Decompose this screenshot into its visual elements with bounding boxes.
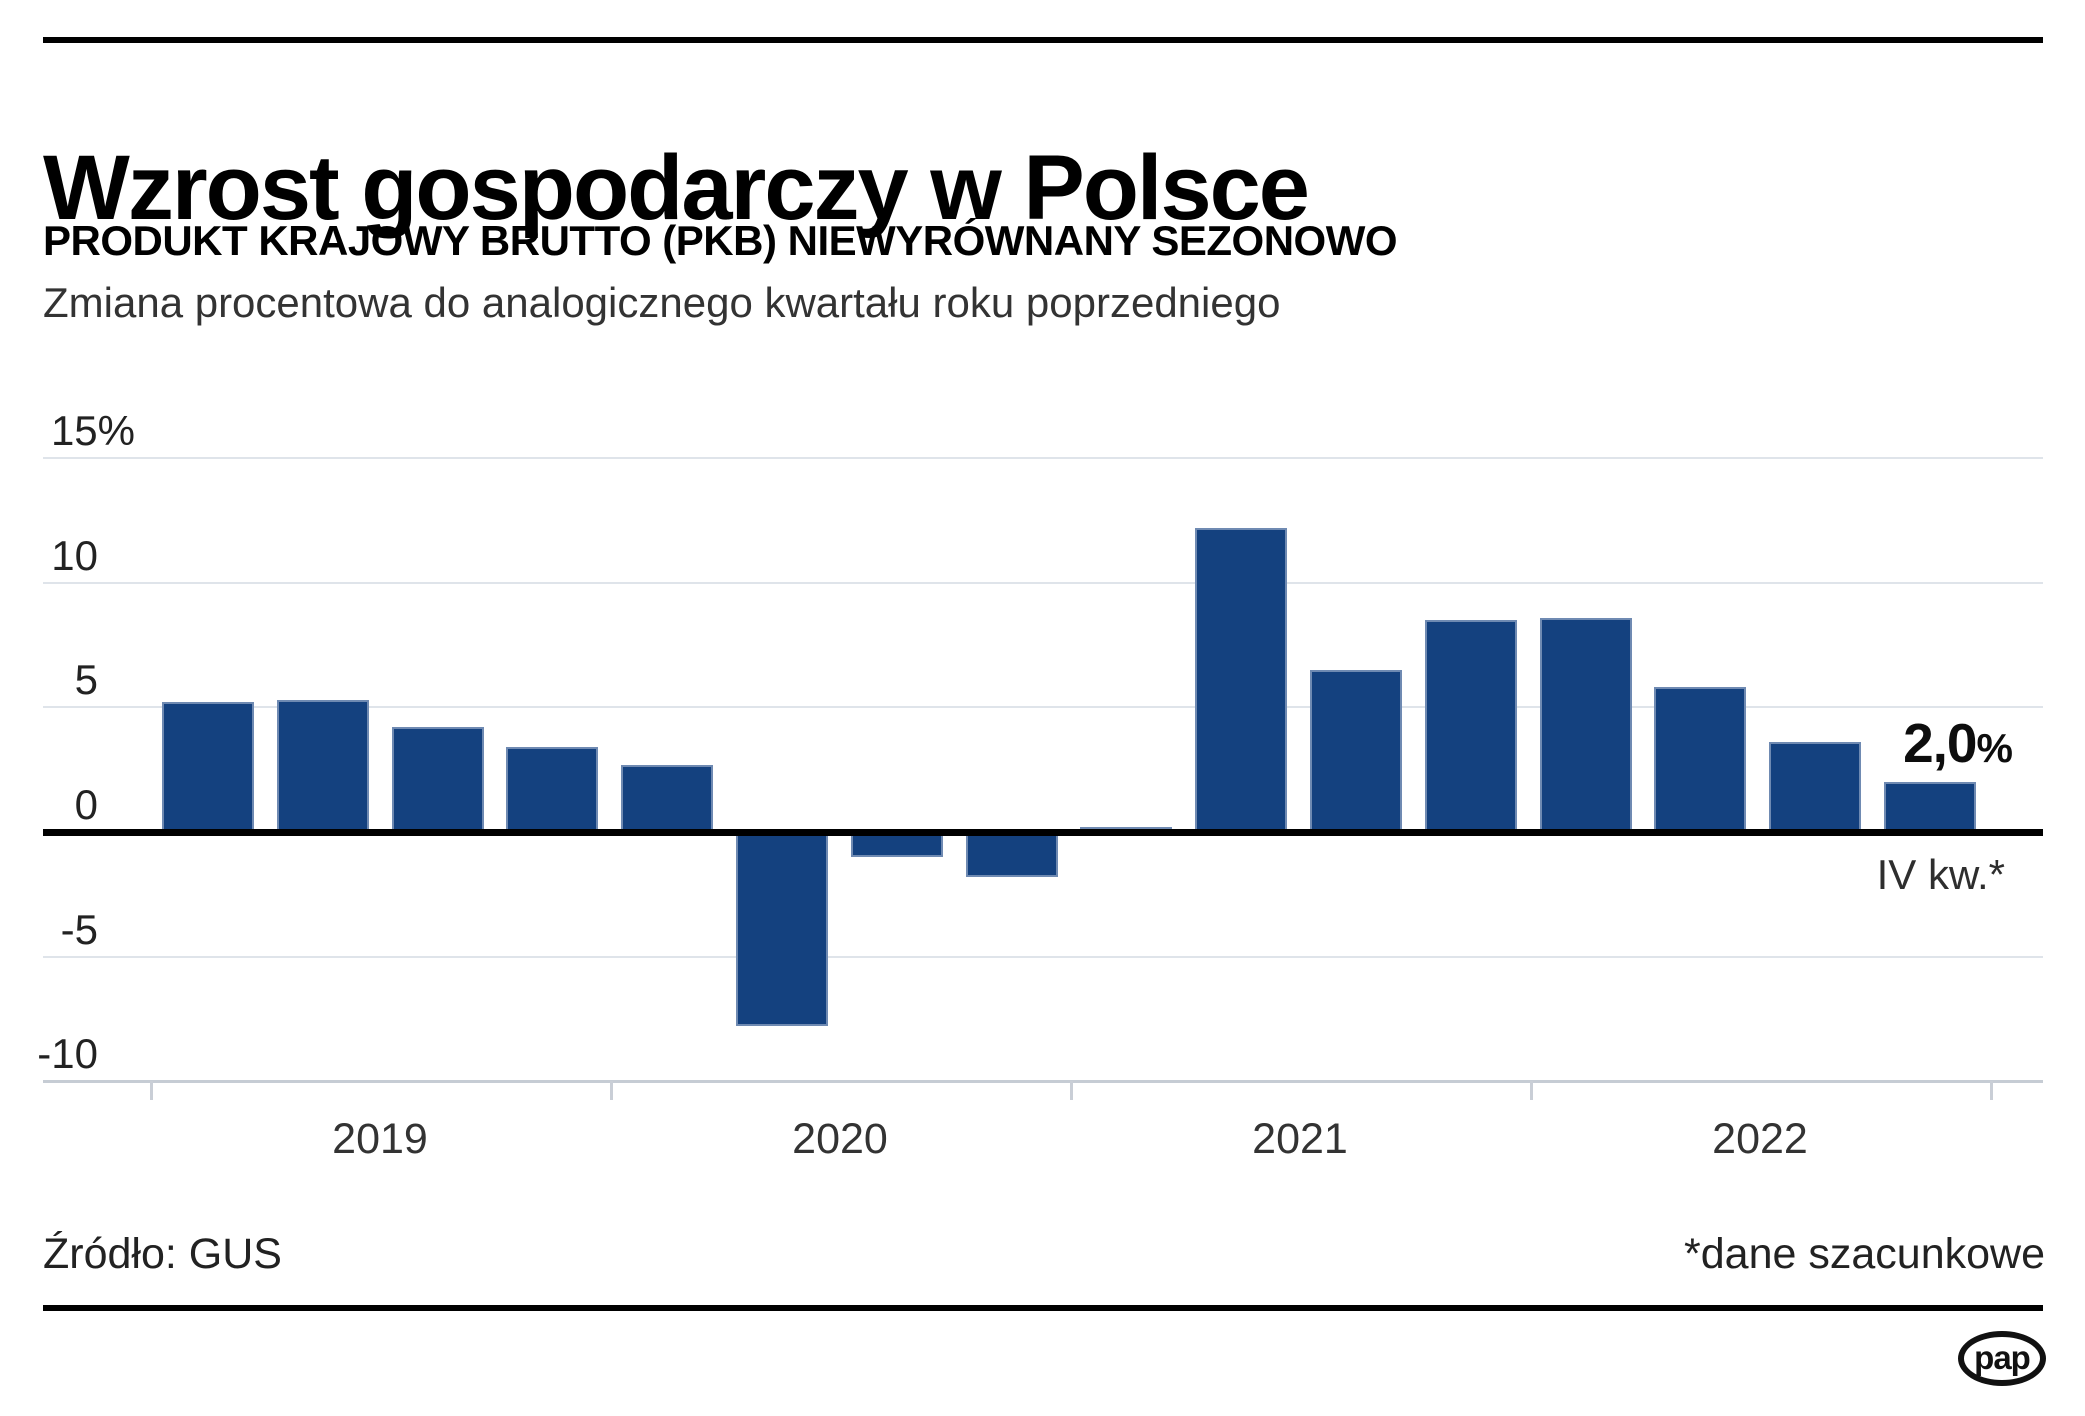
x-axis-tick-2 — [1070, 1081, 1073, 1100]
x-group-label-2020: 2020 — [792, 1115, 888, 1163]
x-group-label-2019: 2019 — [332, 1115, 428, 1163]
x-axis-tick-3 — [1530, 1081, 1533, 1100]
ytick-label--5: -5 — [60, 905, 98, 953]
ytick-label-10: 10 — [51, 531, 98, 579]
bar-2022-q4 — [1884, 782, 1976, 832]
pap-logo: pap — [1958, 1331, 2046, 1386]
gridline--5 — [43, 955, 2043, 958]
percent-sign: % — [1976, 725, 2013, 771]
gridline-15 — [43, 457, 2043, 460]
zero-axis-line — [43, 829, 2043, 836]
bar-2022-q3 — [1769, 742, 1861, 832]
bar-2020-q1 — [621, 764, 713, 832]
bottom-divider-rule — [43, 1305, 2043, 1311]
gridline-10 — [43, 581, 2043, 584]
ytick-label--10: -10 — [37, 1030, 98, 1078]
pap-logo-text: pap — [1974, 1339, 2031, 1376]
ytick-label-15: 15% — [50, 407, 135, 455]
x-group-label-2022: 2022 — [1712, 1115, 1808, 1163]
last-value-label: 2,0% — [1760, 716, 2013, 771]
x-group-label-2021: 2021 — [1252, 1115, 1348, 1163]
bar-2019-q2 — [277, 699, 369, 832]
top-divider-rule — [43, 37, 2043, 43]
bar-2021-q3 — [1310, 669, 1402, 832]
x-axis-tick-1 — [610, 1081, 613, 1100]
chart-description: Zmiana procentowa do analogicznego kwart… — [43, 279, 1281, 326]
bar-2019-q4 — [506, 747, 598, 832]
bar-2019-q1 — [162, 702, 254, 832]
last-value-number: 2,0 — [1903, 712, 1977, 774]
ytick-label-0: 0 — [74, 781, 98, 828]
bar-chart: 2,0% IV kw.* 15% 10 5 0 -5 -10 2019 2020 2021 202… — [37, 407, 2043, 1163]
estimate-note: *dane szacunkowe — [1684, 1229, 2045, 1278]
source-note: Źródło: GUS — [43, 1229, 282, 1278]
x-axis-tick-0 — [150, 1081, 153, 1100]
ytick-label-5: 5 — [74, 656, 98, 704]
bar-2022-q1 — [1540, 617, 1632, 832]
footer-row: Źródło: GUS *dane szacunkowe — [43, 1228, 2045, 1280]
gridline-5 — [43, 706, 2043, 709]
bar-2019-q3 — [392, 727, 484, 832]
bar-2021-q4 — [1425, 620, 1517, 832]
bar-2021-q2 — [1195, 527, 1287, 832]
bar-2020-q2 — [736, 832, 828, 1027]
last-quarter-label: IV kw.* — [1876, 851, 2005, 898]
bar-2020-q4 — [966, 832, 1058, 877]
chart-subtitle: PRODUKT KRAJOWY BRUTTO (PKB) NIEWYRÓWNAN… — [43, 217, 1398, 264]
bar-2022-q2 — [1654, 687, 1746, 832]
x-axis-line — [43, 1080, 2043, 1083]
x-axis-tick-4 — [1990, 1081, 1993, 1100]
page-title: Wzrost gospodarczy w Polsce — [43, 136, 1310, 239]
